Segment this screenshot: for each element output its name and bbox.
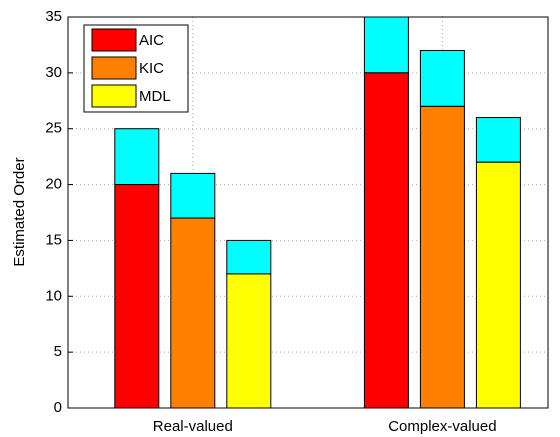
plot-area (114, 17, 521, 408)
bar-upper (170, 172, 216, 219)
x-tick-label: Complex-valued (388, 418, 496, 435)
y-tick-label: 10 (45, 287, 62, 304)
y-tick-label: 20 (45, 176, 62, 193)
bar-upper (419, 50, 465, 107)
legend-swatch (91, 56, 137, 80)
legend-label: KIC (139, 60, 164, 77)
legend-swatch (91, 84, 137, 108)
bar (114, 184, 160, 408)
x-tick-label: Real-valued (153, 418, 233, 435)
bar (170, 217, 216, 408)
legend-label: MDL (139, 88, 171, 105)
legend-label: AIC (139, 32, 164, 49)
bar (419, 105, 465, 408)
y-tick-label: 0 (54, 399, 62, 416)
bar-upper (363, 17, 409, 74)
y-tick-label: 25 (45, 120, 62, 137)
y-tick-label: 35 (45, 8, 62, 25)
bar-upper (226, 239, 272, 275)
y-tick-label: 5 (54, 343, 62, 360)
bar (226, 273, 272, 408)
bar-upper (114, 128, 160, 186)
y-axis-label: Estimated Order (11, 157, 28, 266)
y-tick-label: 30 (45, 64, 62, 81)
legend-swatch (91, 28, 137, 52)
axes-box (67, 16, 549, 409)
bar (363, 72, 409, 408)
y-tick-label: 15 (45, 231, 62, 248)
bar (475, 161, 521, 408)
bar-upper (475, 117, 521, 163)
